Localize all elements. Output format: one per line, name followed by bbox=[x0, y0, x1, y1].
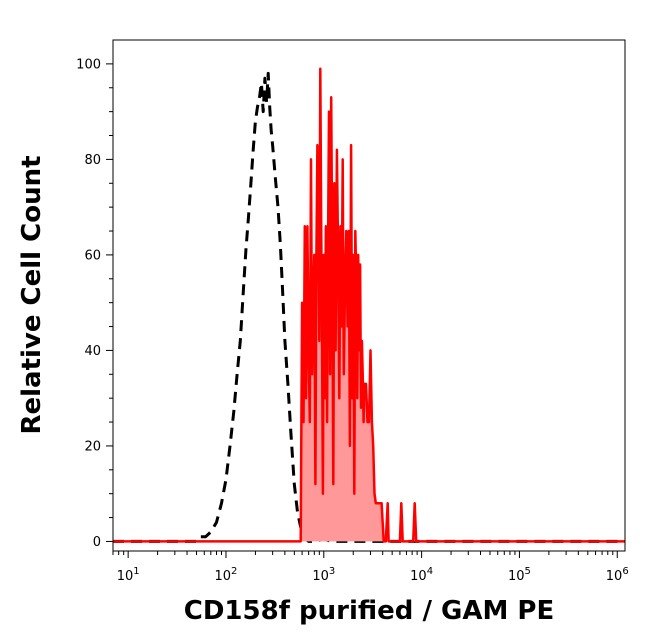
plot-frame bbox=[112, 39, 626, 552]
y-axis-title: Relative Cell Count bbox=[17, 155, 47, 434]
x-tick-label: 104 bbox=[410, 566, 433, 584]
x-tick-label: 106 bbox=[606, 566, 629, 584]
x-tick-label: 105 bbox=[508, 566, 531, 584]
x-tick-label: 103 bbox=[312, 566, 335, 584]
x-axis-ticks: 101 102 103 104 105 106 bbox=[112, 551, 629, 584]
y-tick-label: 20 bbox=[84, 439, 101, 454]
series-1-fill bbox=[113, 68, 625, 542]
series-1-line bbox=[113, 67, 625, 543]
series-layer bbox=[113, 67, 625, 543]
y-tick-label: 0 bbox=[93, 535, 101, 550]
x-tick-label: 102 bbox=[215, 566, 238, 584]
y-tick-label: 40 bbox=[84, 344, 101, 359]
x-axis-title: CD158f purified / GAM PE bbox=[184, 596, 554, 626]
y-tick-label: 100 bbox=[76, 57, 101, 72]
y-tick-label: 60 bbox=[84, 248, 101, 263]
y-tick-label: 80 bbox=[84, 153, 101, 168]
x-tick-label: 101 bbox=[117, 566, 140, 584]
y-axis-ticks: 0 20 40 60 80 100 bbox=[76, 57, 113, 550]
